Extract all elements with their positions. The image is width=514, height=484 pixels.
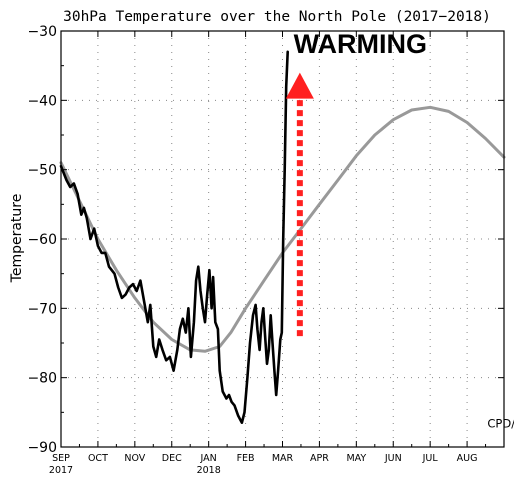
y-tick-label: −90 <box>27 440 57 456</box>
credit-label: CPD/JMA <box>487 417 514 431</box>
y-tick-label: −30 <box>27 24 57 40</box>
x-tick-label: NOV <box>124 453 145 464</box>
x-tick-label: DEC <box>162 453 182 464</box>
x-tick-year-label: 2018 <box>197 465 221 476</box>
series-group <box>59 50 506 424</box>
x-tick-label: SEP <box>52 453 70 464</box>
x-tick-label: APR <box>310 453 329 464</box>
x-tick-label: AUG <box>457 453 478 464</box>
climatology-line <box>59 105 506 353</box>
x-tick-label: OCT <box>88 453 108 464</box>
y-tick-label: −40 <box>27 93 57 109</box>
x-tick-label: JAN <box>200 453 217 464</box>
x-tick-label: JUL <box>422 453 439 464</box>
annotations: WARMING CPD/JMA <box>294 29 514 430</box>
warming-arrow-head <box>285 72 314 99</box>
y-tick-label: −80 <box>27 371 57 387</box>
x-tick-label: FEB <box>237 453 255 464</box>
x-tick-label: MAR <box>272 453 294 464</box>
chart-title: 30hPa Temperature over the North Pole (2… <box>63 9 491 25</box>
warming-arrow-group <box>285 72 314 337</box>
x-tick-year-label: 2017 <box>49 465 73 476</box>
y-tick-label: −60 <box>27 232 57 248</box>
observed-temperature-line <box>59 50 289 424</box>
y-tick-label: −50 <box>27 163 57 179</box>
y-tick-label: −70 <box>27 301 57 317</box>
y-axis-label: Temperature <box>9 194 25 284</box>
x-tick-label: JUN <box>384 453 402 464</box>
warming-label: WARMING <box>294 29 427 59</box>
x-tick-label: MAY <box>346 453 366 464</box>
